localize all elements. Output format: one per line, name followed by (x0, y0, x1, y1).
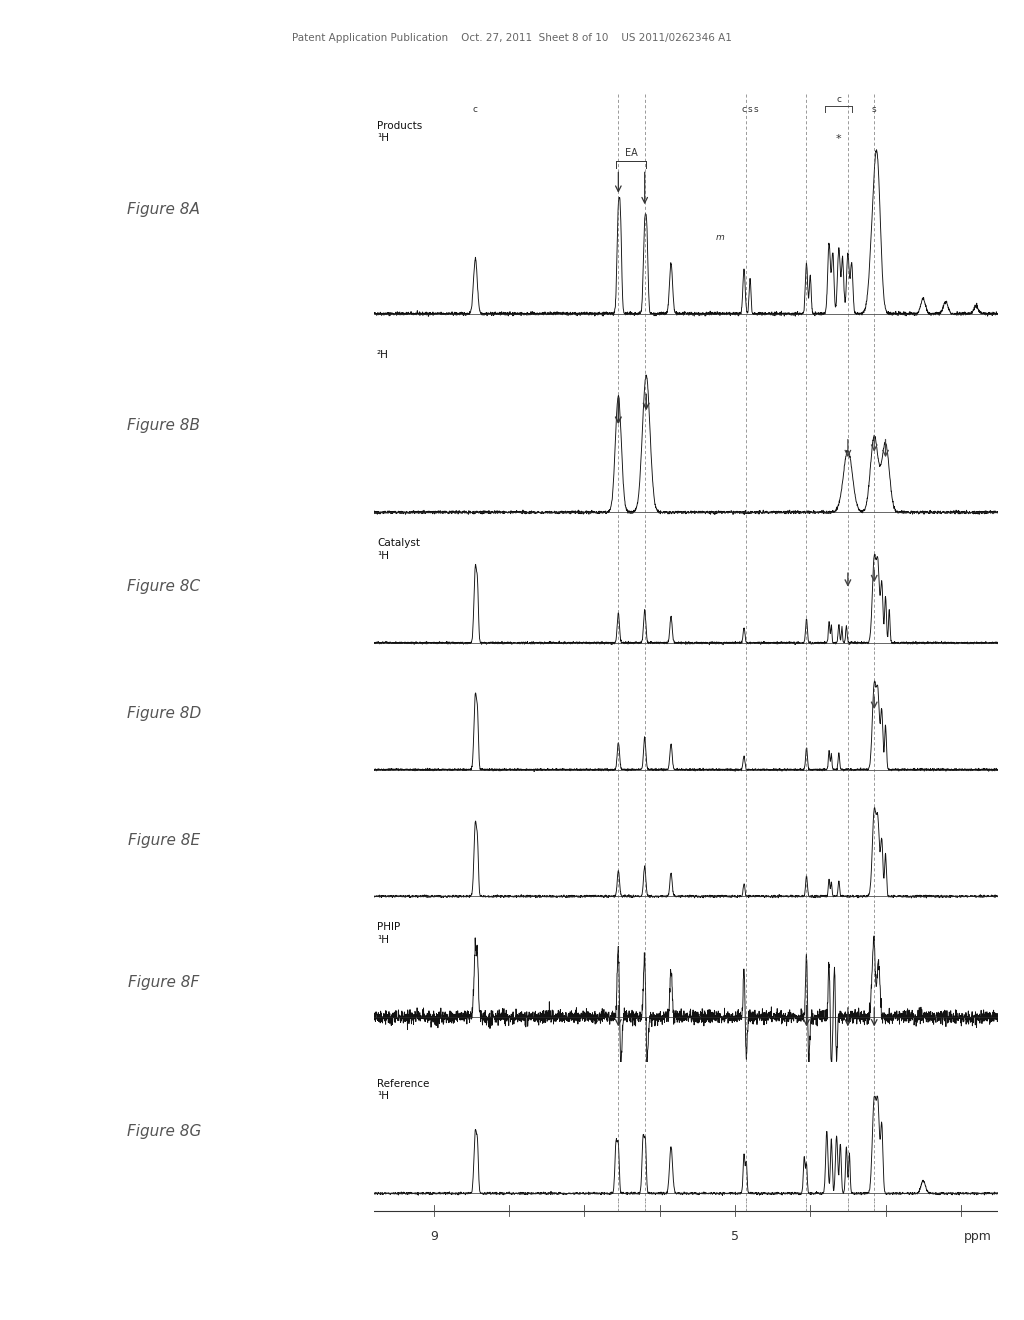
Text: Catalyst
¹H: Catalyst ¹H (377, 539, 420, 561)
Text: 5: 5 (731, 1230, 739, 1243)
Text: Figure 8F: Figure 8F (128, 975, 200, 990)
Text: Reference
¹H: Reference ¹H (377, 1078, 429, 1101)
Text: PHIP
¹H: PHIP ¹H (377, 923, 400, 945)
Text: c: c (741, 104, 746, 114)
Text: ²H: ²H (377, 350, 389, 360)
Text: Figure 8E: Figure 8E (128, 833, 200, 847)
Text: EA: EA (625, 148, 638, 158)
Text: Figure 8B: Figure 8B (127, 417, 201, 433)
Text: c: c (473, 104, 478, 114)
Text: *: * (836, 133, 842, 144)
Text: Figure 8C: Figure 8C (127, 579, 201, 594)
Text: Figure 8D: Figure 8D (127, 706, 201, 721)
Text: s: s (748, 104, 753, 114)
Text: m: m (716, 232, 724, 242)
Text: Patent Application Publication    Oct. 27, 2011  Sheet 8 of 10    US 2011/026234: Patent Application Publication Oct. 27, … (292, 33, 732, 44)
Text: Figure 8A: Figure 8A (127, 202, 201, 216)
Text: c: c (837, 95, 842, 104)
Text: 9: 9 (430, 1230, 438, 1243)
Text: Products
¹H: Products ¹H (377, 120, 422, 143)
Text: Figure 8G: Figure 8G (127, 1125, 201, 1139)
Text: s: s (754, 104, 759, 114)
Text: s: s (871, 104, 877, 114)
Text: ppm: ppm (965, 1230, 992, 1243)
